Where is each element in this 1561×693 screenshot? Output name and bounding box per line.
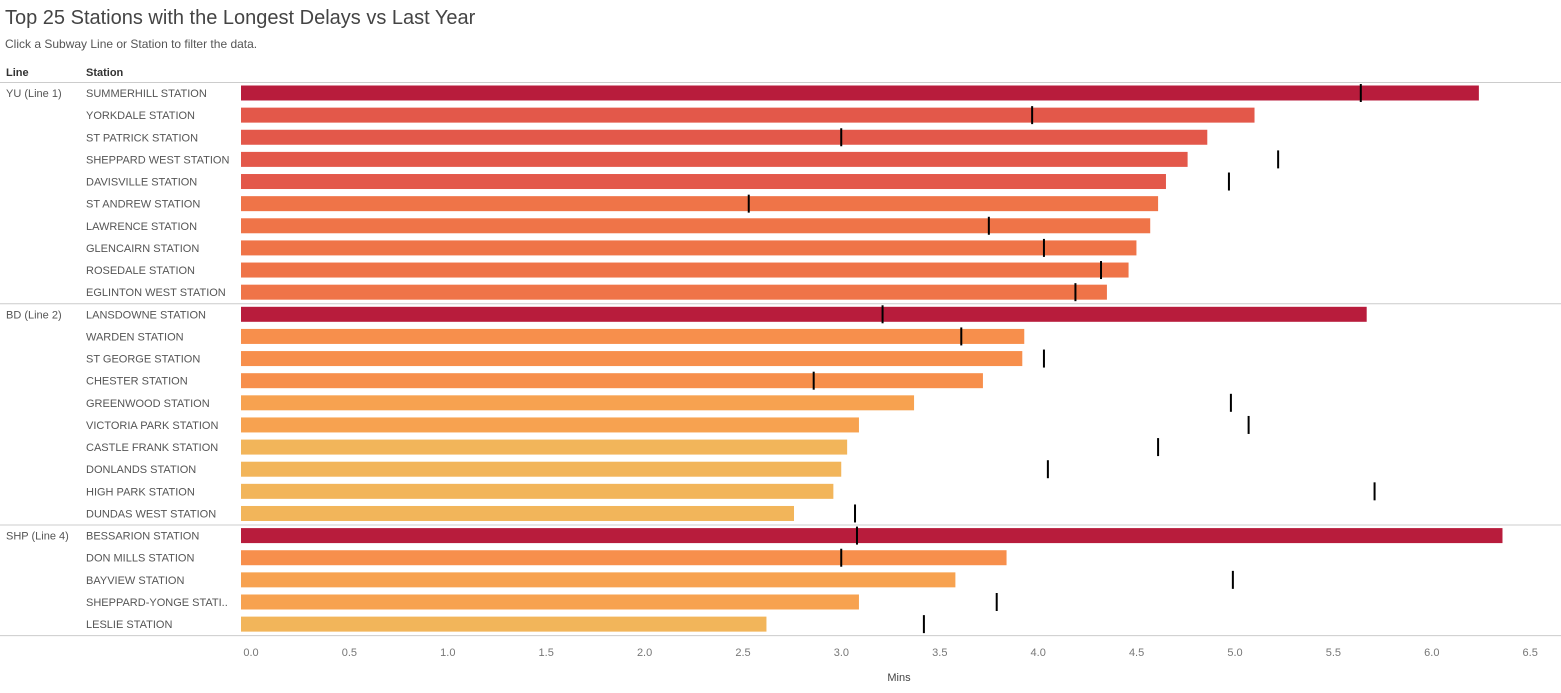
x-tick-label: 5.0 — [1227, 647, 1242, 659]
chart-subtitle: Click a Subway Line or Station to filter… — [5, 37, 258, 51]
delay-bar[interactable] — [241, 306, 1367, 322]
x-tick-label: 2.5 — [735, 647, 750, 659]
x-tick-label: 0.0 — [243, 647, 258, 659]
station-label[interactable]: HIGH PARK STATION — [86, 486, 195, 498]
delay-bar[interactable] — [241, 262, 1129, 278]
x-tick-label: 4.0 — [1031, 647, 1046, 659]
x-tick-label: 4.5 — [1129, 647, 1144, 659]
station-label[interactable]: GLENCAIRN STATION — [86, 243, 199, 255]
x-tick-label: 5.5 — [1326, 647, 1341, 659]
delay-bar[interactable] — [241, 616, 767, 632]
chart-title: Top 25 Stations with the Longest Delays … — [5, 7, 476, 29]
x-tick-label: 0.5 — [342, 647, 357, 659]
delay-bar[interactable] — [241, 196, 1159, 212]
delay-bar[interactable] — [241, 129, 1208, 145]
station-label[interactable]: LAWRENCE STATION — [86, 221, 197, 233]
delay-bar[interactable] — [241, 483, 834, 499]
delay-bar[interactable] — [241, 572, 956, 588]
x-tick-label: 2.0 — [637, 647, 652, 659]
line-column-header: Line — [6, 67, 29, 79]
delay-bar[interactable] — [241, 461, 842, 477]
station-label[interactable]: DUNDAS WEST STATION — [86, 508, 216, 520]
delay-bar[interactable] — [241, 417, 859, 433]
line-label[interactable]: YU (Line 1) — [6, 88, 62, 100]
station-label[interactable]: DAVISVILLE STATION — [86, 177, 197, 189]
station-label[interactable]: WARDEN STATION — [86, 331, 184, 343]
delay-bar[interactable] — [241, 151, 1188, 167]
station-label[interactable]: EGLINTON WEST STATION — [86, 287, 226, 299]
station-label[interactable]: ST ANDREW STATION — [86, 199, 200, 211]
delay-bar[interactable] — [241, 174, 1166, 190]
station-label[interactable]: SUMMERHILL STATION — [86, 88, 207, 100]
station-label[interactable]: BAYVIEW STATION — [86, 575, 184, 587]
delay-bar[interactable] — [241, 395, 915, 411]
station-label[interactable]: LANSDOWNE STATION — [86, 309, 206, 321]
station-label[interactable]: ST PATRICK STATION — [86, 132, 198, 144]
delay-bar[interactable] — [241, 351, 1023, 367]
x-axis-label: Mins — [887, 672, 911, 684]
delay-bar[interactable] — [241, 284, 1107, 300]
line-label[interactable]: BD (Line 2) — [6, 309, 62, 321]
station-label[interactable]: ROSEDALE STATION — [86, 265, 195, 277]
station-label[interactable]: LESLIE STATION — [86, 619, 172, 631]
station-label[interactable]: GREENWOOD STATION — [86, 398, 210, 410]
delay-bar[interactable] — [241, 218, 1151, 234]
delay-bar[interactable] — [241, 373, 983, 389]
delay-bar[interactable] — [241, 85, 1479, 101]
delay-bar[interactable] — [241, 550, 1007, 566]
station-label[interactable]: CASTLE FRANK STATION — [86, 442, 218, 454]
x-tick-label: 1.5 — [539, 647, 554, 659]
station-label[interactable]: CHESTER STATION — [86, 376, 188, 388]
station-label[interactable]: DON MILLS STATION — [86, 553, 194, 565]
x-tick-label: 6.0 — [1424, 647, 1439, 659]
line-label[interactable]: SHP (Line 4) — [6, 531, 69, 543]
station-label[interactable]: SHEPPARD WEST STATION — [86, 154, 229, 166]
x-tick-label: 3.0 — [834, 647, 849, 659]
delay-bar[interactable] — [241, 240, 1137, 256]
station-label[interactable]: DONLANDS STATION — [86, 464, 196, 476]
x-tick-label: 6.5 — [1523, 647, 1538, 659]
x-tick-label: 3.5 — [932, 647, 947, 659]
station-label[interactable]: BESSARION STATION — [86, 531, 199, 543]
delay-bar[interactable] — [241, 107, 1255, 123]
delay-bar[interactable] — [241, 328, 1025, 344]
station-label[interactable]: YORKDALE STATION — [86, 110, 195, 122]
delay-bar[interactable] — [241, 505, 795, 521]
x-tick-label: 1.0 — [440, 647, 455, 659]
station-label[interactable]: ST GEORGE STATION — [86, 354, 200, 366]
delay-bar[interactable] — [241, 439, 848, 455]
station-column-header: Station — [86, 67, 124, 79]
delay-bar[interactable] — [241, 594, 859, 610]
delay-bar[interactable] — [241, 528, 1503, 544]
station-label[interactable]: VICTORIA PARK STATION — [86, 420, 218, 432]
station-label[interactable]: SHEPPARD-YONGE STATI.. — [86, 597, 228, 609]
